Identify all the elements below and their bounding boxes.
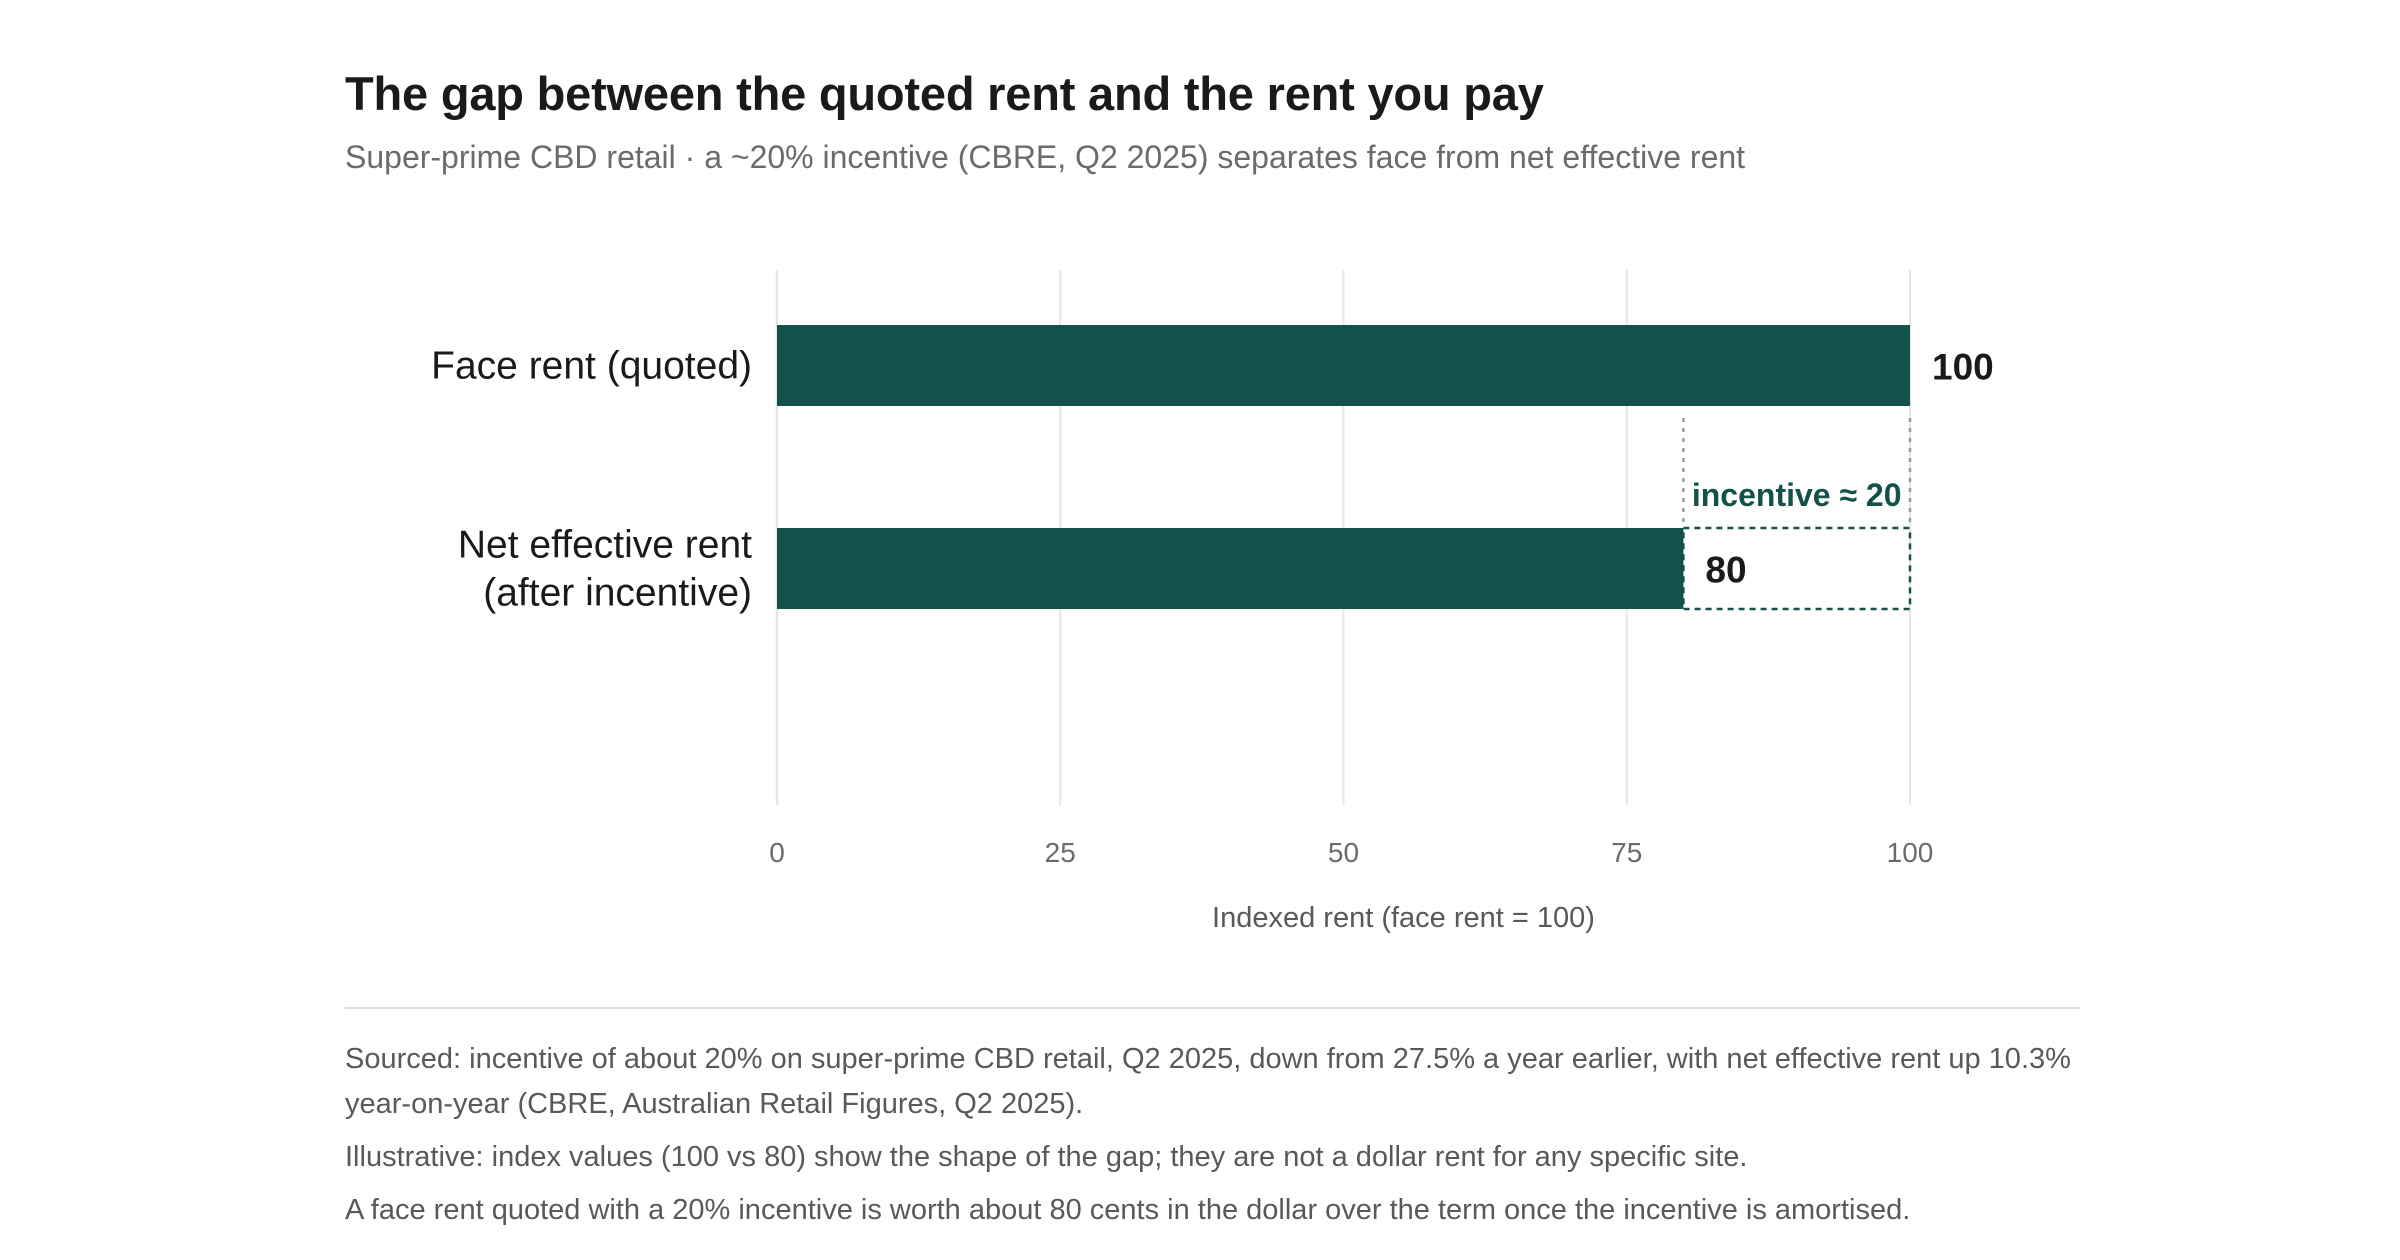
x-tick-label: 100 [1887,837,1934,868]
x-tick-label: 25 [1045,837,1076,868]
x-tick-label: 50 [1328,837,1359,868]
note-conclusion: A face rent quoted with a 20% incentive … [345,1194,1911,1226]
x-axis-title: Indexed rent (face rent = 100) [1212,902,1595,934]
category-label: Net effective rent [458,524,752,567]
value-label: 100 [1932,347,1994,388]
category-label: Face rent (quoted) [431,345,752,388]
chart-title: The gap between the quoted rent and the … [345,67,1544,120]
chart-notes: Sourced: incentive of about 20% on super… [345,1037,2085,1241]
note-illustrative: Illustrative: index values (100 vs 80) s… [345,1141,1748,1173]
bar-chart: 0 25 50 75 100 Indexed rent (face rent = 100)… [431,270,1994,934]
x-tick-label: 75 [1611,837,1642,868]
bar [777,528,1684,609]
category-label: (after incentive) [483,572,752,615]
value-label: 80 [1705,550,1746,591]
incentive-gap-box [1682,526,1912,611]
bar [777,325,1910,406]
note-sourced: Sourced: incentive of about 20% on super… [345,1043,2071,1120]
x-tick-label: 0 [769,837,785,868]
chart-subtitle: Super-prime CBD retail · a ~20% incentiv… [345,139,1746,175]
notes-divider [345,1007,2080,1009]
incentive-annotation-label: incentive ≈ 20 [1692,477,1902,513]
